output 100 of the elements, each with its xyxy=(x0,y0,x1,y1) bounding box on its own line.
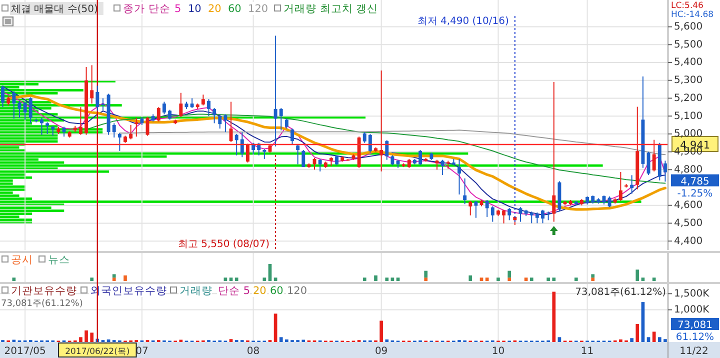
x-tick-label: 09 xyxy=(374,346,388,357)
bar xyxy=(508,278,512,281)
bar xyxy=(546,278,550,281)
bar xyxy=(79,337,82,342)
candlestick xyxy=(535,212,539,224)
text: 61.12% xyxy=(676,332,714,343)
bar xyxy=(268,264,272,281)
bar xyxy=(0,185,26,188)
bar xyxy=(468,275,472,281)
candlestick xyxy=(463,178,467,205)
chart-title: 체결 매물대 수(50) xyxy=(11,4,98,15)
candlestick xyxy=(435,159,439,170)
bar xyxy=(0,210,64,212)
text: 11/22 xyxy=(680,346,708,357)
y-tick-label: 5,100 xyxy=(674,110,703,122)
candlestick xyxy=(296,144,300,165)
bar xyxy=(124,275,127,281)
annotation: 20 xyxy=(252,285,266,297)
bar xyxy=(12,278,16,281)
bar xyxy=(274,314,278,342)
bar xyxy=(591,278,595,281)
candlestick xyxy=(552,81,556,222)
bar xyxy=(0,218,32,221)
x-tick-label: 10 xyxy=(492,346,505,357)
bar xyxy=(524,278,528,281)
bar xyxy=(530,278,534,281)
candlestick xyxy=(362,132,366,144)
candlestick xyxy=(663,160,667,182)
bar xyxy=(90,278,94,281)
bar xyxy=(480,278,484,281)
y-tick-label: 4,600 xyxy=(674,200,703,212)
text: 20 xyxy=(208,3,222,15)
legend-title: 종가 단순 xyxy=(123,3,170,15)
y-tick-label: 1,000K xyxy=(674,304,710,316)
y-tick-label: 4,400 xyxy=(674,236,703,247)
candlestick xyxy=(224,114,228,133)
text: 10 xyxy=(188,3,202,15)
candlestick xyxy=(390,154,394,166)
annotation: 단순 5 xyxy=(218,285,250,297)
bar xyxy=(552,278,556,281)
bar xyxy=(424,270,428,278)
bar xyxy=(496,278,500,281)
y-tick-label: 1,500K xyxy=(674,288,710,300)
bar xyxy=(0,137,58,140)
bar xyxy=(362,278,366,281)
candlestick xyxy=(385,140,389,160)
bar xyxy=(630,338,634,342)
candlestick xyxy=(518,206,522,222)
annotation: 최고 5,550 (08/07) xyxy=(178,239,270,250)
annotation: 73,081주(61.12%) xyxy=(575,287,666,298)
candlestick xyxy=(485,200,489,218)
candlestick xyxy=(458,158,461,195)
candlestick xyxy=(212,108,216,124)
candlestick xyxy=(190,98,194,109)
bar xyxy=(229,278,233,281)
candlestick xyxy=(12,90,16,120)
bar xyxy=(0,89,84,92)
text: 60 xyxy=(228,3,242,15)
candlestick xyxy=(368,133,372,154)
bar xyxy=(652,278,656,281)
candlestick xyxy=(279,108,283,131)
candlestick xyxy=(112,122,116,138)
text: -1.25% xyxy=(677,188,713,200)
text: 거래량 xyxy=(180,285,212,297)
bar xyxy=(508,270,512,278)
bar xyxy=(485,278,489,281)
candlestick xyxy=(284,118,288,130)
bar xyxy=(390,278,394,281)
text: HC:-14.68 xyxy=(671,10,714,20)
candlestick xyxy=(40,117,44,136)
bar xyxy=(0,188,26,191)
annotation: 기관보유수량 xyxy=(11,285,77,297)
bar xyxy=(0,176,32,179)
candlestick xyxy=(618,171,622,202)
bar xyxy=(112,278,116,281)
candlestick xyxy=(652,139,656,172)
bar xyxy=(619,339,622,342)
candlestick xyxy=(246,143,250,163)
candlestick xyxy=(96,85,100,112)
candlestick xyxy=(490,206,494,222)
x-tick-label: 2017/05 xyxy=(4,346,46,357)
candlestick xyxy=(207,98,210,117)
candlestick xyxy=(234,133,238,156)
candlestick xyxy=(28,96,32,124)
bar xyxy=(279,337,283,342)
candlestick xyxy=(440,159,444,176)
candlestick xyxy=(418,150,422,166)
bar xyxy=(234,278,238,281)
candlestick xyxy=(129,124,133,140)
annotation: 60 xyxy=(270,285,284,297)
bar xyxy=(646,337,650,342)
candlestick xyxy=(335,154,339,166)
bar xyxy=(374,275,378,281)
candlestick xyxy=(318,158,322,172)
candlestick xyxy=(274,35,278,147)
bar xyxy=(112,274,116,278)
candlestick xyxy=(508,208,512,221)
y-tick-label: 5,300 xyxy=(674,75,703,86)
text: 공시 xyxy=(11,254,33,266)
candlestick xyxy=(46,122,50,134)
